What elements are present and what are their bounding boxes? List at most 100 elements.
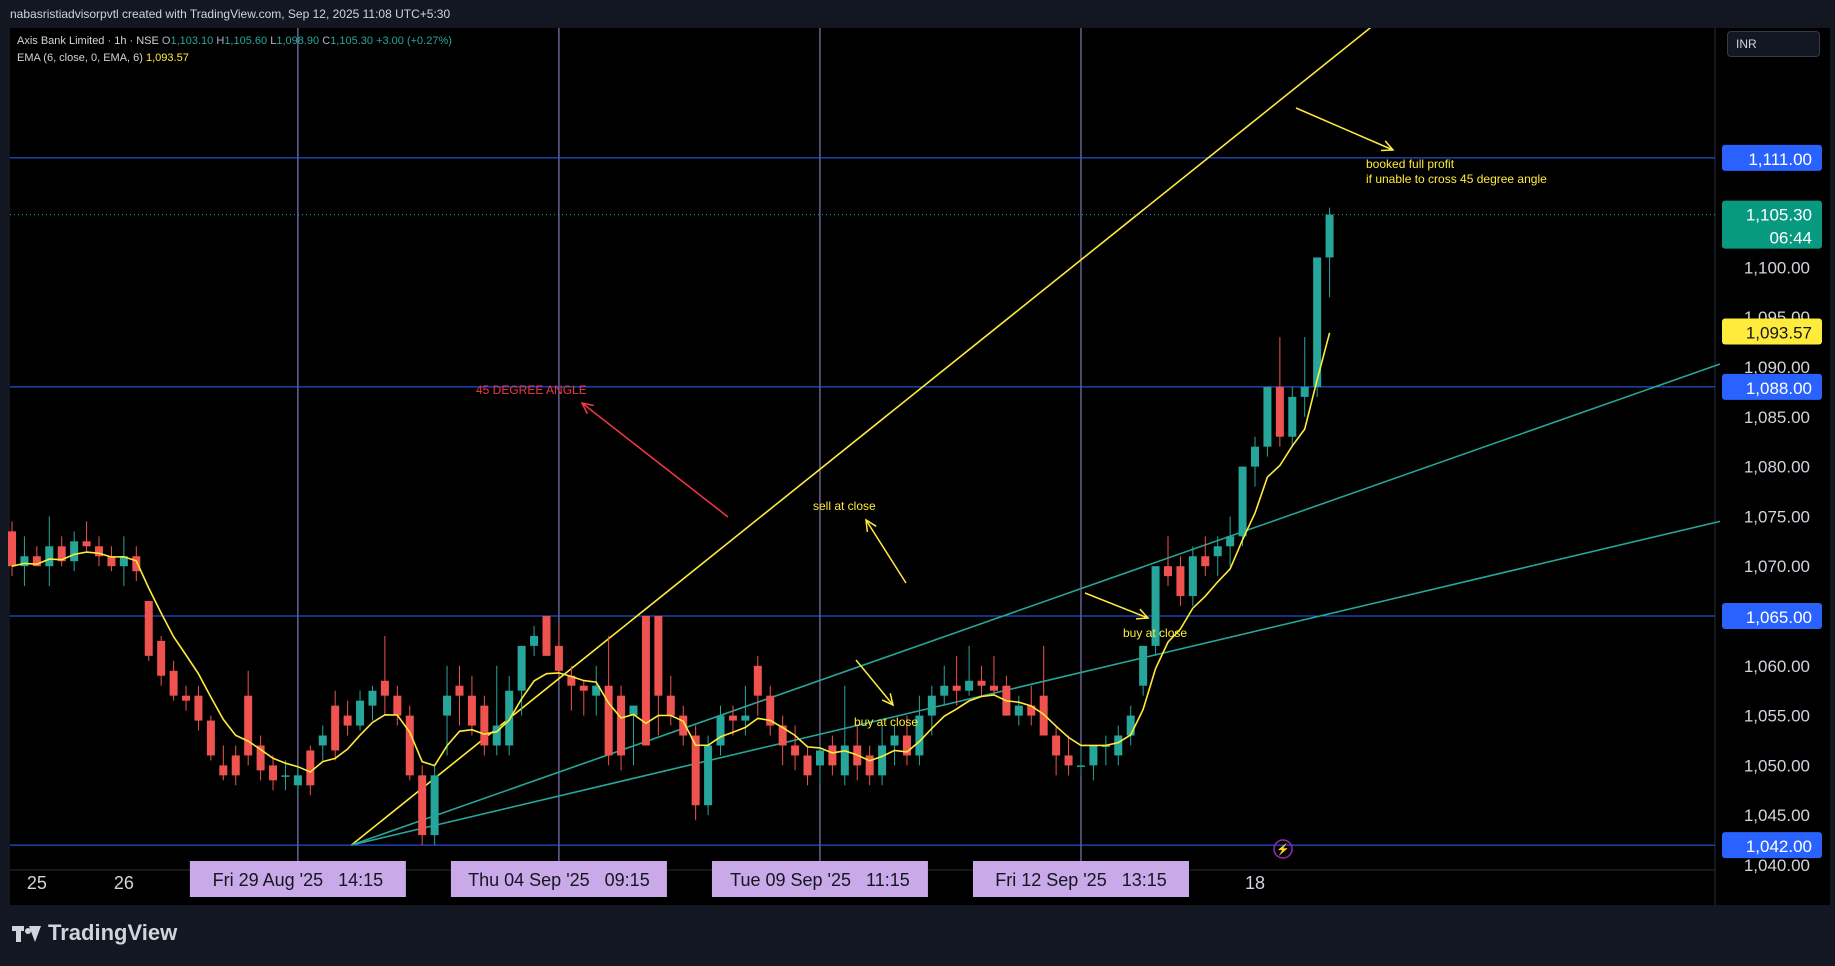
candle-body — [1139, 645, 1148, 686]
candle-body — [865, 755, 874, 776]
candle-body — [641, 616, 650, 746]
candle-body — [1176, 566, 1185, 597]
candle-body — [1226, 536, 1235, 547]
candle-body — [753, 665, 762, 696]
date-highlight-bg — [972, 861, 1189, 897]
candle-body — [1126, 715, 1135, 736]
candle-body — [1052, 735, 1061, 756]
candle-body — [82, 541, 91, 547]
annotation-45-degree-angle: 45 DEGREE ANGLE — [476, 383, 587, 397]
level-badge-bg — [1722, 832, 1822, 859]
level-badge: 1,088.00 — [1746, 379, 1812, 398]
date-highlight-label: Tue 09 Sep '25 11:15 — [730, 870, 910, 890]
candle-body — [1076, 765, 1085, 767]
date-highlight-bg — [711, 861, 928, 897]
annotation-buy-at-close-2: buy at close — [1123, 626, 1187, 640]
last-price-badge-bg — [1722, 200, 1822, 249]
ema-badge: 1,093.57 — [1746, 323, 1812, 342]
candle-body — [107, 556, 116, 567]
price-tick-label: 1,055.00 — [1744, 707, 1810, 726]
candle-body — [219, 765, 228, 776]
tradingview-brand[interactable]: TradingView — [12, 920, 177, 946]
top-bar: nabasristiadvisorpvtl created with Tradi… — [0, 0, 1835, 28]
symbol-label[interactable]: Axis Bank Limited · 1h · NSE — [17, 35, 159, 47]
candle-body — [579, 685, 588, 691]
tradingview-logo-icon — [12, 924, 42, 942]
price-tick-label: 1,075.00 — [1744, 507, 1810, 526]
ema-value: 1,093.57 — [146, 52, 189, 64]
close-label: C — [322, 35, 331, 47]
high-value: 1,105.60 — [224, 35, 268, 47]
trendline-lower — [351, 520, 1721, 846]
candle-body — [604, 685, 613, 756]
candle-body — [443, 695, 452, 716]
price-tick-label: 1,085.00 — [1744, 408, 1810, 427]
candle-body — [1163, 566, 1172, 577]
candle-body — [405, 715, 414, 776]
candle-body — [592, 685, 601, 696]
price-tick-label: 1,040.00 — [1744, 856, 1810, 875]
arrow-buy-at-close-2-head — [1135, 608, 1150, 620]
candle-body — [1089, 745, 1098, 766]
date-highlight-label: Thu 04 Sep '25 09:15 — [468, 870, 650, 890]
candle-body — [393, 695, 402, 716]
candle-body — [356, 700, 365, 726]
candle-body — [1263, 386, 1272, 447]
candle-body — [293, 775, 302, 786]
level-badge-bg — [1722, 373, 1822, 400]
candle-body — [194, 695, 203, 721]
arrow-buy-at-close-2 — [1084, 592, 1149, 619]
high-label: H — [216, 35, 225, 47]
arrow-sell-at-close — [865, 519, 907, 584]
annotation-buy-at-close-1: buy at close — [854, 715, 918, 729]
candle-body — [629, 705, 638, 716]
candle-body — [915, 715, 924, 756]
candle-body — [567, 675, 576, 686]
candle-body — [778, 725, 787, 746]
candle-body — [617, 695, 626, 756]
candle-body — [1313, 257, 1322, 387]
candle-body — [679, 715, 688, 736]
footer: TradingView — [0, 906, 1835, 966]
candle-body — [480, 705, 489, 746]
candle-body — [430, 775, 439, 836]
candle-body — [815, 750, 824, 766]
candle-body — [1288, 396, 1297, 437]
level-badge: 1,042.00 — [1746, 837, 1812, 856]
currency-button[interactable]: INR — [1727, 31, 1820, 57]
candle-body — [505, 690, 514, 746]
plot-area — [10, 28, 1715, 905]
ema-line — [11, 332, 1331, 773]
candle-body — [1213, 546, 1222, 557]
candle-body — [1325, 214, 1334, 258]
level-badge-bg — [1722, 603, 1822, 629]
annotation-unable-to-cross: if unable to cross 45 degree angle — [1366, 172, 1547, 186]
candle-body — [542, 616, 551, 656]
arrow-sell-at-close-head — [865, 518, 877, 533]
date-highlight-label: Fri 12 Sep '25 13:15 — [995, 870, 1167, 890]
candle-body — [1027, 705, 1036, 716]
candle-body — [878, 745, 887, 776]
candle-body — [8, 531, 16, 567]
candle-body — [169, 670, 178, 696]
candle-body — [766, 695, 775, 726]
candle-body — [1275, 386, 1284, 437]
last-price-label: 1,105.30 — [1746, 206, 1812, 225]
candle-body — [157, 640, 166, 676]
candle-body — [791, 745, 800, 756]
level-badge-bg — [1722, 144, 1822, 171]
open-label: O — [161, 35, 171, 47]
candle-body — [1251, 446, 1259, 467]
candles-group — [8, 207, 1334, 846]
price-tick-label: 1,050.00 — [1744, 756, 1810, 775]
ema-row: EMA (6, close, 0, EMA, 6) 1,093.57 — [17, 50, 452, 67]
date-highlight-label: Fri 29 Aug '25 14:15 — [213, 870, 384, 890]
candle-body — [1188, 556, 1197, 597]
level-badge: 1,065.00 — [1746, 608, 1812, 627]
candle-body — [119, 556, 128, 567]
price-tick-label: 1,045.00 — [1744, 806, 1810, 825]
low-value: 1,098.90 — [276, 35, 320, 47]
ema-label[interactable]: EMA (6, close, 0, EMA, 6) — [17, 52, 143, 64]
candle-body — [977, 680, 986, 686]
